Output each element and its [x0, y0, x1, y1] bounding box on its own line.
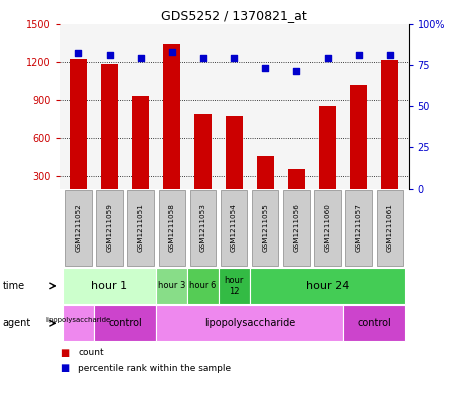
Text: control: control: [358, 318, 391, 328]
Bar: [350, 84, 367, 189]
Point: [262, 65, 269, 71]
Text: hour 6: hour 6: [189, 281, 217, 290]
Title: GDS5252 / 1370821_at: GDS5252 / 1370821_at: [161, 9, 307, 22]
Text: GSM1211061: GSM1211061: [387, 204, 393, 252]
Text: hour 24: hour 24: [306, 281, 349, 291]
FancyBboxPatch shape: [63, 268, 156, 304]
Text: count: count: [78, 348, 104, 357]
Text: ■: ■: [60, 347, 69, 358]
FancyBboxPatch shape: [94, 305, 156, 341]
FancyBboxPatch shape: [314, 190, 341, 266]
Bar: [194, 114, 212, 189]
FancyBboxPatch shape: [283, 190, 310, 266]
Text: lipopolysaccharide: lipopolysaccharide: [204, 318, 295, 328]
FancyBboxPatch shape: [63, 305, 94, 341]
Bar: [319, 106, 336, 189]
Text: hour 3: hour 3: [158, 281, 185, 290]
Text: agent: agent: [2, 318, 31, 328]
Point: [355, 52, 362, 58]
FancyBboxPatch shape: [252, 190, 279, 266]
Point: [230, 55, 238, 61]
Bar: [163, 44, 180, 189]
Text: GSM1211055: GSM1211055: [262, 204, 268, 252]
Point: [106, 52, 113, 58]
Text: GSM1211053: GSM1211053: [200, 204, 206, 252]
Text: GSM1211052: GSM1211052: [75, 204, 81, 252]
FancyBboxPatch shape: [250, 268, 405, 304]
FancyBboxPatch shape: [218, 268, 250, 304]
Text: hour
12: hour 12: [224, 276, 244, 296]
Text: GSM1211051: GSM1211051: [138, 204, 144, 252]
Bar: [257, 156, 274, 189]
Text: lipopolysaccharide: lipopolysaccharide: [46, 317, 111, 330]
FancyBboxPatch shape: [128, 190, 154, 266]
FancyBboxPatch shape: [96, 190, 123, 266]
Text: GSM1211059: GSM1211059: [106, 204, 112, 252]
FancyBboxPatch shape: [343, 305, 405, 341]
Text: hour 1: hour 1: [91, 281, 128, 291]
Text: ■: ■: [60, 364, 69, 373]
Point: [168, 48, 175, 55]
Bar: [288, 169, 305, 189]
FancyBboxPatch shape: [190, 190, 216, 266]
FancyBboxPatch shape: [376, 190, 403, 266]
FancyBboxPatch shape: [158, 190, 185, 266]
Bar: [132, 96, 149, 189]
FancyBboxPatch shape: [65, 190, 92, 266]
Text: GSM1211058: GSM1211058: [169, 204, 175, 252]
Text: percentile rank within the sample: percentile rank within the sample: [78, 364, 231, 373]
FancyBboxPatch shape: [187, 268, 218, 304]
Text: control: control: [108, 318, 142, 328]
Bar: [70, 59, 87, 189]
Text: GSM1211056: GSM1211056: [293, 204, 299, 252]
FancyBboxPatch shape: [156, 305, 343, 341]
Text: time: time: [2, 281, 24, 291]
Bar: [381, 61, 398, 189]
Point: [324, 55, 331, 61]
FancyBboxPatch shape: [156, 268, 187, 304]
Point: [75, 50, 82, 57]
Point: [293, 68, 300, 75]
Text: GSM1211060: GSM1211060: [325, 204, 330, 252]
Bar: [225, 116, 243, 189]
Bar: [101, 64, 118, 189]
Point: [386, 52, 393, 58]
Text: GSM1211054: GSM1211054: [231, 204, 237, 252]
Text: GSM1211057: GSM1211057: [356, 204, 362, 252]
FancyBboxPatch shape: [221, 190, 247, 266]
Point: [137, 55, 144, 61]
FancyBboxPatch shape: [346, 190, 372, 266]
Point: [199, 55, 207, 61]
